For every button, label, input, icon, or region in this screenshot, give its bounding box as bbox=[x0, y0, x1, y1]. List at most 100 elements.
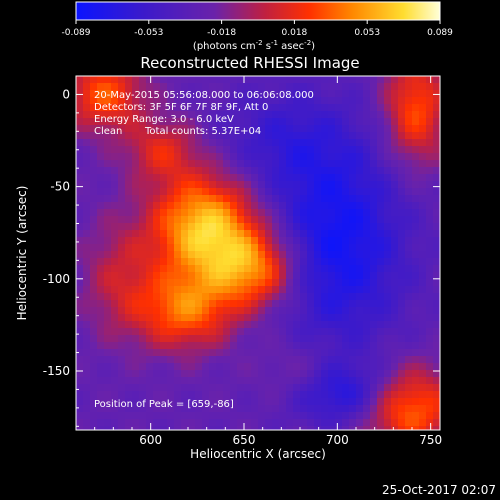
heatmap-cell bbox=[272, 174, 280, 182]
heatmap-cell bbox=[307, 237, 315, 245]
heatmap-cell bbox=[195, 111, 203, 119]
heatmap-cell bbox=[300, 132, 308, 140]
heatmap-cell bbox=[244, 132, 252, 140]
heatmap-cell bbox=[90, 307, 98, 315]
heatmap-cell bbox=[223, 405, 231, 413]
heatmap-cell bbox=[160, 328, 168, 336]
heatmap-cell bbox=[111, 384, 119, 392]
heatmap-cell bbox=[321, 188, 329, 196]
heatmap-cell bbox=[139, 97, 147, 105]
heatmap-cell bbox=[314, 118, 322, 126]
heatmap-cell bbox=[377, 349, 385, 357]
heatmap-cell bbox=[90, 237, 98, 245]
heatmap-cell bbox=[181, 83, 189, 91]
heatmap-cell bbox=[356, 258, 364, 266]
heatmap-cell bbox=[419, 391, 427, 399]
heatmap-cell bbox=[76, 139, 84, 147]
heatmap-cell bbox=[202, 76, 210, 84]
heatmap-cell bbox=[419, 412, 427, 420]
heatmap-cell bbox=[104, 279, 112, 287]
heatmap-cell bbox=[118, 181, 126, 189]
heatmap-cell bbox=[97, 202, 105, 210]
heatmap-cell bbox=[181, 412, 189, 420]
heatmap-cell bbox=[167, 146, 175, 154]
heatmap-cell bbox=[391, 398, 399, 406]
heatmap-cell bbox=[97, 335, 105, 343]
heatmap-cell bbox=[426, 258, 434, 266]
heatmap-cell bbox=[104, 188, 112, 196]
heatmap-cell bbox=[272, 146, 280, 154]
heatmap-cell bbox=[433, 237, 441, 245]
heatmap-cell bbox=[223, 265, 231, 273]
heatmap-cell bbox=[328, 132, 336, 140]
heatmap-cell bbox=[384, 209, 392, 217]
heatmap-cell bbox=[370, 167, 378, 175]
heatmap-cell bbox=[230, 216, 238, 224]
heatmap-cell bbox=[328, 328, 336, 336]
heatmap-cell bbox=[398, 132, 406, 140]
heatmap-cell bbox=[272, 328, 280, 336]
heatmap-cell bbox=[223, 377, 231, 385]
heatmap-cell bbox=[272, 419, 280, 427]
heatmap-cell bbox=[370, 391, 378, 399]
heatmap-cell bbox=[258, 405, 266, 413]
heatmap-cell bbox=[342, 209, 350, 217]
heatmap-cell bbox=[335, 342, 343, 350]
heatmap-cell bbox=[342, 307, 350, 315]
heatmap-cell bbox=[349, 391, 357, 399]
heatmap-cell bbox=[188, 251, 196, 259]
heatmap-cell bbox=[251, 244, 259, 252]
heatmap-cell bbox=[370, 398, 378, 406]
heatmap-cell bbox=[209, 370, 217, 378]
heatmap-cell bbox=[363, 104, 371, 112]
heatmap-cell bbox=[412, 153, 420, 161]
heatmap-cell bbox=[426, 349, 434, 357]
heatmap-cell bbox=[167, 118, 175, 126]
heatmap-cell bbox=[153, 230, 161, 238]
heatmap-cell bbox=[426, 293, 434, 301]
heatmap-cell bbox=[83, 188, 91, 196]
heatmap-cell bbox=[384, 286, 392, 294]
heatmap-cell bbox=[237, 349, 245, 357]
heatmap-cell bbox=[76, 300, 84, 308]
heatmap-cell bbox=[433, 167, 441, 175]
heatmap-cell bbox=[139, 132, 147, 140]
heatmap-cell bbox=[405, 139, 413, 147]
heatmap-cell bbox=[314, 139, 322, 147]
heatmap-cell bbox=[97, 237, 105, 245]
heatmap-cell bbox=[349, 300, 357, 308]
heatmap-cell bbox=[335, 370, 343, 378]
heatmap-cell bbox=[104, 377, 112, 385]
heatmap-cell bbox=[104, 132, 112, 140]
heatmap-cell bbox=[146, 405, 154, 413]
heatmap-cell bbox=[328, 160, 336, 168]
heatmap-cell bbox=[314, 363, 322, 371]
heatmap-cell bbox=[202, 419, 210, 427]
heatmap-cell bbox=[300, 293, 308, 301]
heatmap-cell bbox=[174, 328, 182, 336]
heatmap-cell bbox=[265, 90, 273, 98]
heatmap-cell bbox=[412, 125, 420, 133]
heatmap-cell bbox=[272, 286, 280, 294]
heatmap-cell bbox=[244, 293, 252, 301]
heatmap-cell bbox=[132, 363, 140, 371]
heatmap-cell bbox=[258, 132, 266, 140]
heatmap-cell bbox=[237, 244, 245, 252]
heatmap-cell bbox=[328, 244, 336, 252]
heatmap-cell bbox=[195, 377, 203, 385]
heatmap-cell bbox=[76, 419, 84, 427]
heatmap-cell bbox=[146, 426, 154, 431]
heatmap-cell bbox=[118, 209, 126, 217]
heatmap-cell bbox=[83, 286, 91, 294]
heatmap-cell bbox=[160, 118, 168, 126]
heatmap-cell bbox=[314, 132, 322, 140]
heatmap-cell bbox=[335, 237, 343, 245]
heatmap-cell bbox=[230, 335, 238, 343]
heatmap-cell bbox=[426, 279, 434, 287]
heatmap-cell bbox=[356, 125, 364, 133]
heatmap-cell bbox=[356, 181, 364, 189]
heatmap-cell bbox=[405, 363, 413, 371]
heatmap-cell bbox=[146, 244, 154, 252]
heatmap-cell bbox=[335, 356, 343, 364]
heatmap-cell bbox=[356, 328, 364, 336]
